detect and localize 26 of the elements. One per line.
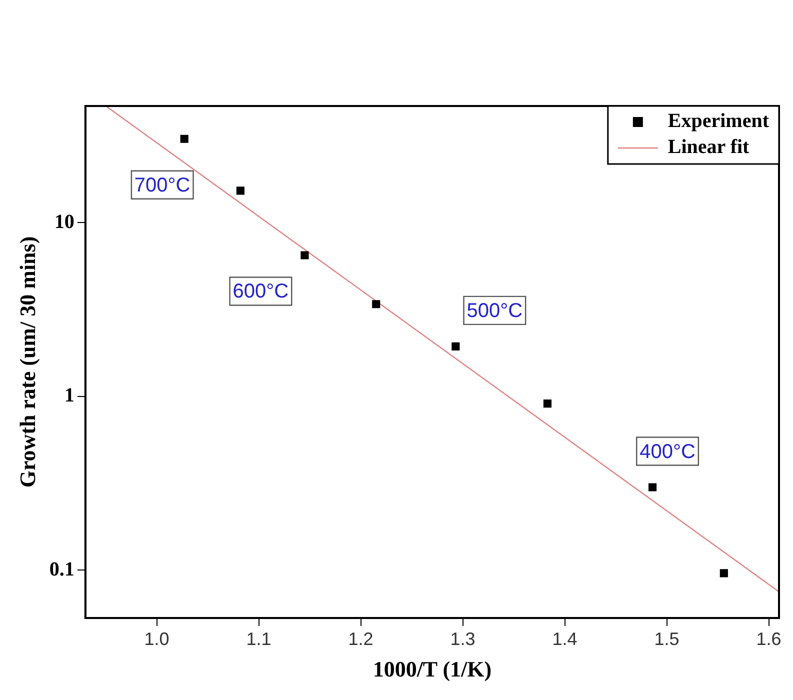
x-tick-label: 1.5 [654, 628, 680, 649]
point [300, 251, 309, 260]
x-tick-label: 1.3 [450, 628, 476, 649]
y-tick-label: 1 [64, 384, 74, 407]
point [543, 400, 552, 408]
annotation: 500°C [466, 300, 523, 322]
x-tick-label: 1.6 [756, 628, 782, 649]
x-tick-label: 1.0 [144, 628, 170, 649]
y-tick-label: 10 [54, 210, 74, 233]
legend-label: Experiment [668, 110, 770, 132]
x-tick-label: 1.1 [246, 628, 272, 649]
point [648, 483, 657, 492]
point [720, 569, 728, 578]
legend-label: Linear fit [668, 136, 750, 158]
x-tick-label: 1.2 [348, 628, 374, 649]
x-axis-title: 1000/T (1/K) [372, 656, 492, 682]
y-tick-label: 0.1 [49, 558, 74, 580]
y-axis-title: Growth rate (um/ 30 mins) [14, 236, 40, 488]
annotation: 400°C [640, 440, 696, 463]
point [452, 342, 460, 350]
annotation: 600°C [232, 280, 289, 303]
point [180, 134, 188, 143]
point [236, 186, 244, 195]
x-tick-label: 1.4 [552, 628, 578, 649]
annotation: 700°C [134, 174, 190, 196]
point [372, 300, 380, 308]
